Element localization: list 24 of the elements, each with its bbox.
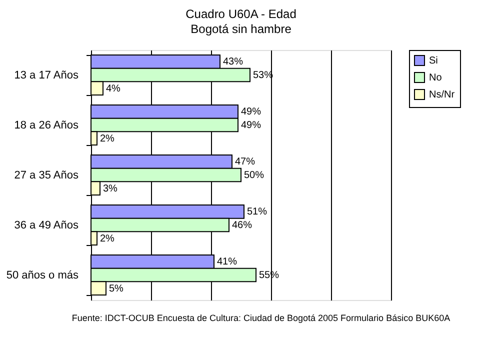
chart-subtitle: Bogotá sin hambre — [190, 22, 292, 36]
data-label: 5% — [109, 283, 124, 294]
y-tick-label: 50 años o más — [6, 270, 79, 282]
data-label: 46% — [232, 220, 252, 231]
y-tick-label: 36 a 49 Años — [14, 220, 79, 232]
source-note: Fuente: IDCT-OCUB Encuesta de Cultura: Ciudad de Bogotá 2005 Formulario Básico BUK60A — [72, 313, 450, 323]
y-tick-label: 27 a 35 Años — [14, 170, 79, 182]
legend-label: Si — [429, 56, 438, 66]
data-label: 4% — [106, 83, 121, 94]
data-label: 2% — [100, 133, 115, 144]
y-tick-label: 13 a 17 Años — [14, 70, 79, 82]
data-label: 47% — [235, 156, 256, 168]
data-label: 51% — [247, 206, 268, 218]
data-label: 49% — [241, 120, 262, 131]
legend-label: Ns/Nr — [429, 90, 456, 100]
y-tick-label: 18 a 26 Años — [14, 120, 79, 132]
chart-title: Cuadro U60A - Edad — [186, 7, 296, 21]
data-label: 3% — [103, 183, 118, 194]
data-label: 41% — [217, 256, 238, 268]
legend-label: No — [429, 72, 442, 84]
data-label: 2% — [100, 233, 115, 244]
data-label: 49% — [241, 106, 262, 118]
data-label: 43% — [223, 56, 244, 68]
data-label: 50% — [244, 170, 264, 181]
